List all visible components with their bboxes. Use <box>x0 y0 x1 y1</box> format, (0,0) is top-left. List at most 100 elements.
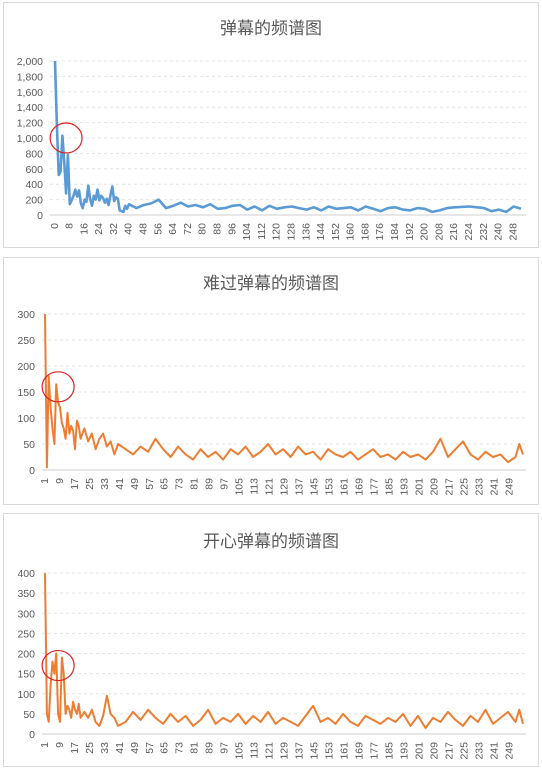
x-tick-label: 105 <box>234 478 246 496</box>
x-tick-label: 200 <box>419 223 431 241</box>
x-tick-label: 65 <box>159 478 171 490</box>
y-tick-label: 200 <box>17 649 35 661</box>
x-tick-label: 57 <box>144 478 156 490</box>
y-ticks: 0 200 400 600 800 1,000 1,200 1,400 1,600 1,800 2,… <box>17 56 43 222</box>
x-tick-label: 176 <box>374 223 386 241</box>
chart-title: 弹幕的频谱图 <box>220 19 322 38</box>
x-tick-label: 56 <box>152 223 164 235</box>
x-tick-label: 168 <box>359 223 371 241</box>
y-tick-label: 250 <box>17 335 35 347</box>
x-tick-label: 225 <box>459 478 471 496</box>
x-tick-label: 169 <box>354 478 366 496</box>
x-tick-label: 48 <box>138 223 150 235</box>
x-tick-label: 65 <box>159 742 171 754</box>
y-tick-label: 250 <box>17 628 35 640</box>
y-tick-label: 1,600 <box>17 87 43 99</box>
x-tick-label: 112 <box>256 223 268 240</box>
y-tick-label: 100 <box>17 413 35 425</box>
y-tick-label: 600 <box>25 164 43 176</box>
x-tick-label: 129 <box>279 478 291 496</box>
chart-panel-all-danmaku: 弹幕的频谱图 0 200 400 600 800 1,000 1,200 1,400 1,600… <box>3 2 539 248</box>
plot <box>49 60 522 214</box>
x-tick-label: 113 <box>249 742 261 759</box>
y-tick-label: 150 <box>17 669 35 681</box>
y-grid <box>42 572 526 735</box>
x-tick-label: 161 <box>339 742 351 760</box>
x-tick-label: 57 <box>144 742 156 754</box>
x-tick-label: 217 <box>444 742 456 760</box>
x-ticks: 1 9 17 25 33 41 49 57 65 73 81 89 97 105 113 121 129 137 1… <box>39 478 516 496</box>
x-tick-label: 232 <box>478 223 490 241</box>
x-tick-label: 153 <box>324 742 336 760</box>
chart-happy-danmaku: 开心弹幕的频谱图 0 50 100 150 200 250 300 350 400 1 9 17 25… <box>17 532 526 760</box>
chart-panel-sad-danmaku: 难过弹幕的频谱图 0 50 100 150 200 250 300 1 9 17 25 33 41 49… <box>3 257 539 505</box>
x-tick-label: 193 <box>399 742 411 760</box>
x-tick-label: 137 <box>294 478 306 496</box>
x-tick-label: 96 <box>226 223 238 235</box>
x-ticks: 0 8 16 24 32 40 48 56 64 72 80 88 96 104 112 120 128 136 1… <box>49 223 520 241</box>
x-tick-label: 209 <box>429 742 441 760</box>
x-tick-label: 185 <box>384 742 396 760</box>
x-tick-label: 25 <box>84 742 96 754</box>
y-tick-label: 0 <box>29 729 35 741</box>
x-tick-label: 41 <box>114 478 126 490</box>
chart-title: 难过弹幕的频谱图 <box>203 274 339 293</box>
x-tick-label: 216 <box>448 223 460 241</box>
y-tick-label: 0 <box>37 210 43 222</box>
x-tick-label: 17 <box>69 478 81 490</box>
x-tick-label: 145 <box>309 478 321 496</box>
x-tick-label: 1 <box>39 478 51 484</box>
x-tick-label: 224 <box>463 223 475 241</box>
y-grid <box>42 313 526 471</box>
x-tick-label: 105 <box>234 742 246 760</box>
x-tick-label: 49 <box>129 478 141 490</box>
x-tick-label: 177 <box>369 478 381 496</box>
highlight-circle <box>41 649 75 682</box>
y-tick-label: 2,000 <box>17 56 43 68</box>
x-tick-label: 240 <box>493 223 505 241</box>
x-tick-label: 192 <box>404 223 416 241</box>
x-tick-label: 40 <box>123 223 135 235</box>
x-tick-label: 153 <box>324 478 336 496</box>
x-tick-label: 209 <box>429 478 441 496</box>
x-tick-label: 201 <box>414 478 426 496</box>
y-tick-label: 1,400 <box>17 102 43 114</box>
y-tick-label: 50 <box>23 439 35 451</box>
x-tick-label: 137 <box>294 742 306 760</box>
x-tick-label: 32 <box>108 223 120 235</box>
x-tick-label: 225 <box>459 742 471 760</box>
x-ticks: 1 9 17 25 33 41 49 57 65 73 81 89 97 105 113 121 129 137 1… <box>39 742 516 760</box>
y-tick-label: 1,800 <box>17 71 43 83</box>
x-tick-label: 89 <box>204 742 216 754</box>
x-tick-label: 81 <box>189 742 201 754</box>
y-tick-label: 100 <box>17 689 35 701</box>
x-tick-label: 145 <box>309 742 321 760</box>
chart-sad-danmaku: 难过弹幕的频谱图 0 50 100 150 200 250 300 1 9 17 25 33 41 49… <box>17 274 526 496</box>
x-tick-label: 217 <box>444 478 456 496</box>
y-tick-label: 350 <box>17 588 35 600</box>
x-tick-label: 97 <box>219 742 231 754</box>
y-tick-label: 150 <box>17 387 35 399</box>
x-tick-label: 161 <box>339 478 351 496</box>
y-tick-label: 200 <box>17 361 35 373</box>
x-tick-label: 241 <box>489 478 501 496</box>
x-tick-label: 17 <box>69 742 81 754</box>
x-tick-label: 88 <box>212 223 224 235</box>
x-tick-label: 160 <box>345 223 357 241</box>
x-tick-label: 136 <box>300 223 312 241</box>
x-tick-label: 25 <box>84 478 96 490</box>
x-tick-label: 24 <box>93 223 105 235</box>
y-tick-label: 300 <box>17 309 35 321</box>
x-tick-label: 1 <box>39 742 51 748</box>
x-tick-label: 89 <box>204 478 216 490</box>
x-tick-label: 120 <box>271 223 283 241</box>
y-tick-label: 400 <box>25 179 43 191</box>
x-tick-label: 33 <box>99 478 111 490</box>
x-tick-label: 81 <box>189 478 201 490</box>
x-tick-label: 184 <box>389 223 401 241</box>
x-tick-label: 121 <box>264 742 276 760</box>
y-grid <box>50 60 526 216</box>
y-tick-label: 300 <box>17 608 35 620</box>
x-tick-label: 193 <box>399 478 411 496</box>
x-tick-label: 121 <box>264 478 276 496</box>
